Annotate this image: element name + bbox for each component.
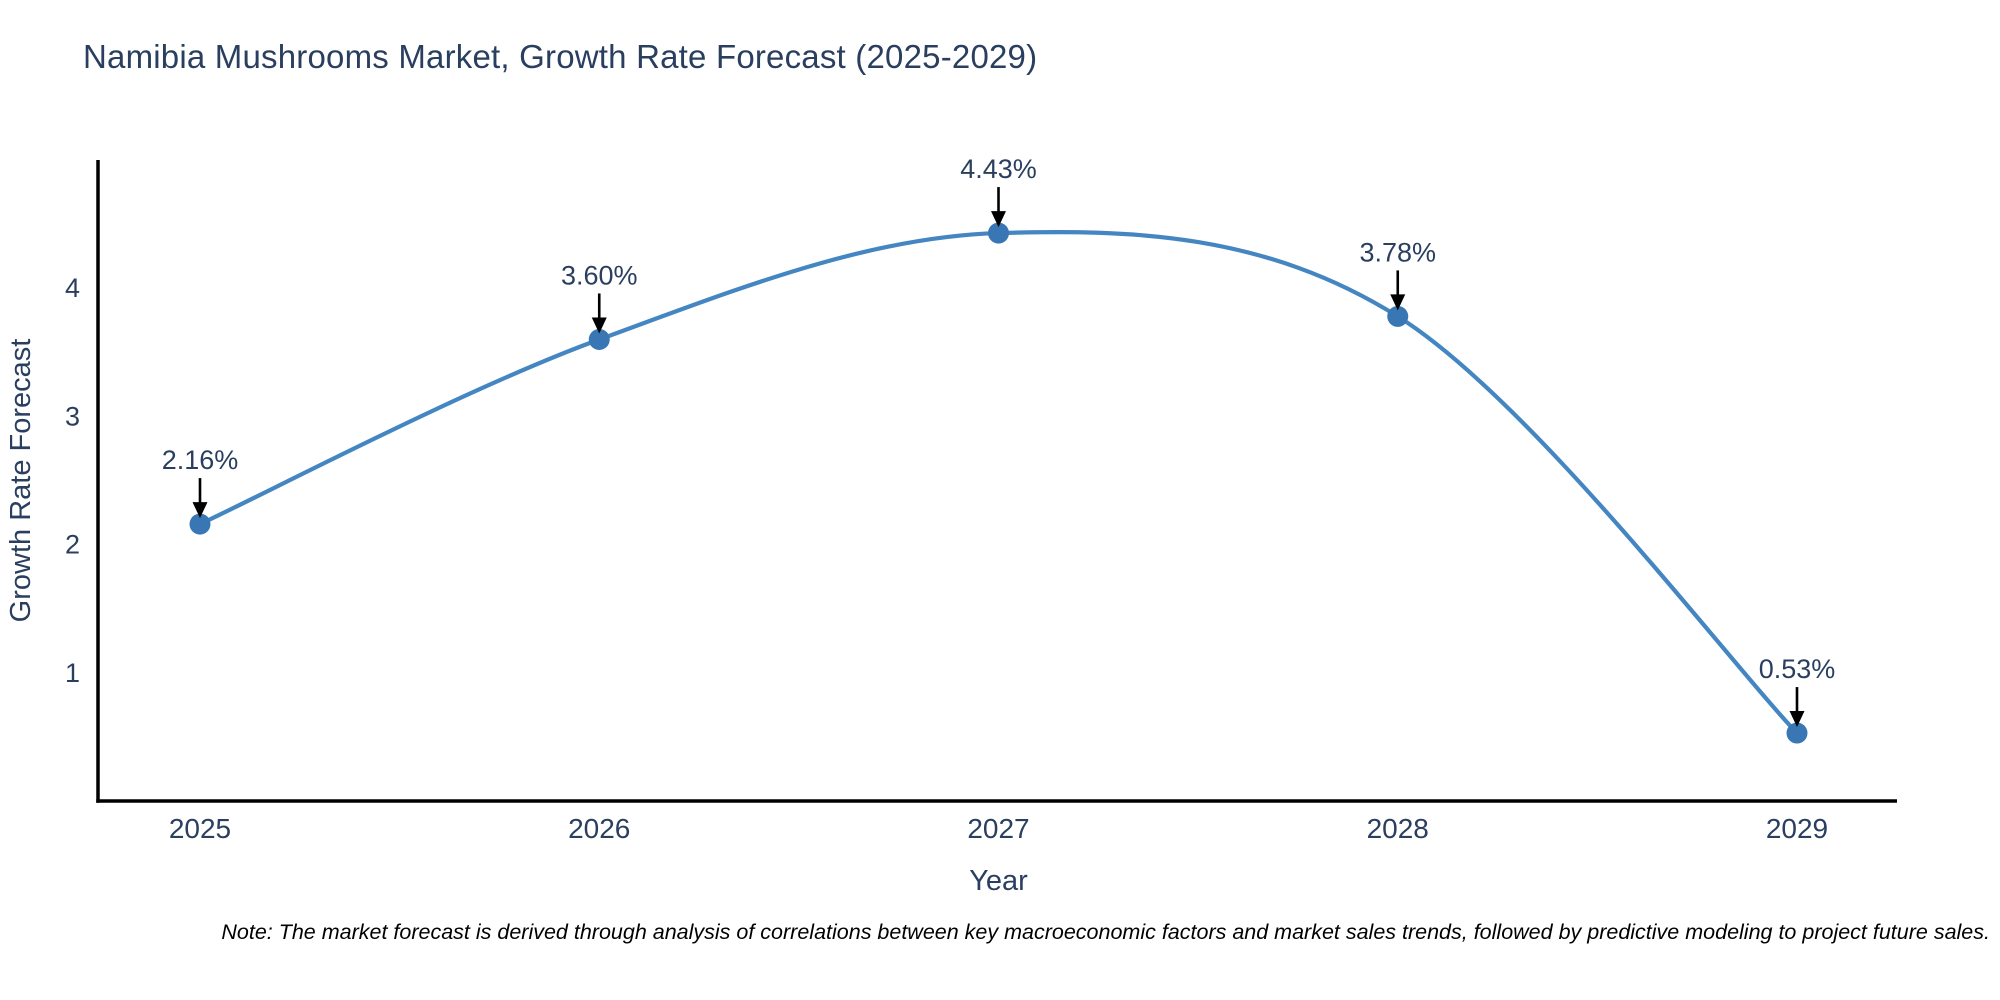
x-tick-label: 2026 <box>568 813 630 844</box>
chart-title: Namibia Mushrooms Market, Growth Rate Fo… <box>83 38 1038 75</box>
data-label: 0.53% <box>1759 654 1836 684</box>
x-tick-label: 2028 <box>1367 813 1429 844</box>
x-tick-label: 2029 <box>1766 813 1828 844</box>
chart-footnote: Note: The market forecast is derived thr… <box>221 920 1990 944</box>
data-label: 3.78% <box>1359 237 1436 267</box>
y-tick-label: 4 <box>65 273 80 303</box>
x-tick-label: 2027 <box>967 813 1029 844</box>
data-label: 2.16% <box>162 445 239 475</box>
line-series <box>197 230 1800 736</box>
data-point[interactable] <box>588 328 610 350</box>
y-tick-label: 2 <box>65 530 80 560</box>
data-label: 3.60% <box>561 260 638 290</box>
y-tick-label: 1 <box>65 658 80 688</box>
annotation-arrowhead <box>192 502 208 519</box>
annotation-arrowhead <box>991 211 1006 228</box>
annotation-arrowhead <box>1390 294 1406 311</box>
x-tick-label: 2025 <box>169 813 231 844</box>
x-axis-title: Year <box>969 865 1028 897</box>
data-label: 4.43% <box>960 154 1037 184</box>
y-tick-label: 3 <box>65 401 80 431</box>
annotation-arrowhead <box>591 317 607 334</box>
data-point[interactable] <box>1786 722 1808 744</box>
data-point[interactable] <box>189 513 211 535</box>
data-point[interactable] <box>1387 305 1409 327</box>
annotation-arrowhead <box>1789 711 1805 728</box>
y-axis-title: Growth Rate Forecast <box>5 339 37 623</box>
data-point[interactable] <box>988 222 1009 244</box>
